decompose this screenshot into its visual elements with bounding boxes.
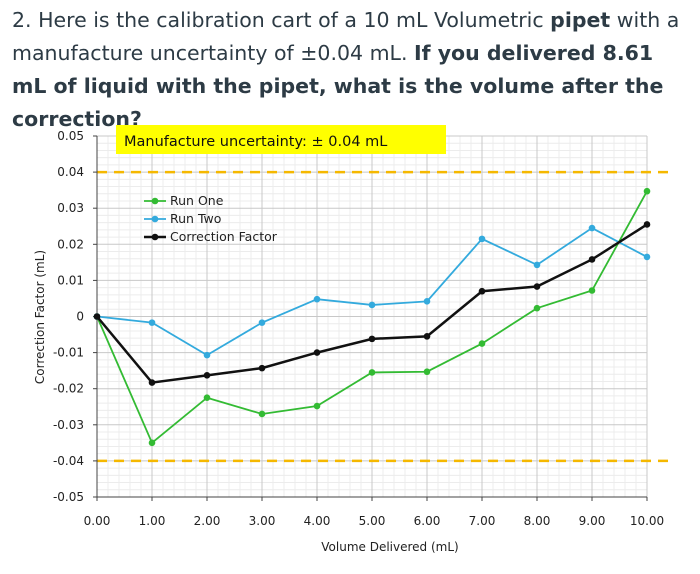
legend: Run One Run Two Correction Factor	[144, 193, 278, 244]
x-axis-label: Volume Delivered (mL)	[321, 540, 458, 554]
data-point	[533, 261, 541, 269]
annotation-text: Manufacture uncertainty: ± 0.04 mL	[124, 134, 387, 150]
uncertainty-lines	[97, 170, 675, 463]
legend-swatch-marker	[151, 215, 159, 223]
x-tick-label: 2.00	[194, 514, 221, 528]
data-point	[533, 283, 541, 290]
x-tick-label: 4.00	[304, 514, 331, 528]
data-point	[368, 335, 376, 343]
x-tick-label: 1.00	[139, 514, 166, 528]
y-tick-label: -0.03	[53, 418, 84, 432]
question-bold-prompt: If you delivered 8.61 mL of liquid with …	[12, 41, 664, 131]
series	[93, 187, 651, 447]
legend-entry: Run One	[170, 193, 224, 208]
data-point	[368, 369, 376, 376]
data-point	[643, 221, 651, 228]
data-point	[203, 351, 211, 359]
y-tick-label: -0.05	[53, 490, 84, 504]
data-point	[423, 368, 431, 376]
data-point	[258, 410, 266, 418]
data-point	[148, 319, 156, 326]
y-tick-label: -0.04	[53, 454, 84, 468]
data-point	[313, 402, 321, 410]
x-tick-label: 0.00	[84, 514, 111, 528]
data-point	[588, 287, 596, 294]
data-point	[203, 394, 211, 402]
data-point	[533, 304, 541, 312]
data-point	[313, 349, 321, 356]
data-point	[423, 298, 431, 305]
x-tick-label: 6.00	[414, 514, 441, 528]
y-tick-label: -0.02	[53, 382, 84, 396]
tick-labels: 0.00 1.00 2.00 3.00 4.00 5.00 6.00 7.00 8.00 9.00…	[53, 129, 664, 528]
data-point	[368, 301, 376, 309]
legend-swatch-marker	[151, 233, 159, 241]
uncertainty-annotation: Manufacture uncertainty: ± 0.04 mL	[116, 125, 446, 154]
data-point	[423, 333, 431, 340]
data-point	[93, 313, 101, 320]
y-tick-label: -0.01	[53, 346, 84, 360]
data-point	[478, 287, 486, 295]
data-point	[643, 187, 651, 195]
data-point	[148, 439, 156, 447]
data-point	[478, 340, 486, 347]
y-tick-label: 0	[76, 310, 84, 324]
major-gridlines	[96, 135, 648, 498]
data-point	[643, 253, 651, 261]
y-tick-label: 0.01	[57, 273, 84, 287]
question-part-2: with a manufacture uncertainty of ±0.04 …	[12, 8, 680, 65]
data-point	[588, 256, 596, 263]
data-point	[588, 224, 596, 232]
data-point	[203, 372, 211, 379]
data-point	[313, 295, 321, 303]
x-tick-label: 9.00	[579, 514, 606, 528]
y-axis-label: Correction Factor (mL)	[33, 250, 47, 384]
x-tick-label: 10.00	[630, 514, 664, 528]
legend-entry: Run Two	[170, 211, 221, 226]
data-point	[258, 319, 266, 326]
x-tick-label: 3.00	[249, 514, 276, 528]
data-point	[478, 235, 486, 243]
x-tick-label: 5.00	[359, 514, 386, 528]
question-part-1: 2. Here is the calibration cart of a 10 …	[12, 8, 551, 32]
question-text: 2. Here is the calibration cart of a 10 …	[12, 4, 692, 136]
legend-swatch-marker	[151, 197, 159, 205]
y-tick-label: 0.03	[57, 201, 84, 215]
question-bold-pipet: pipet	[550, 8, 611, 32]
annotation-box	[116, 125, 446, 154]
legend-entry: Correction Factor	[170, 229, 278, 244]
y-tick-label: 0.05	[57, 129, 84, 143]
y-tick-label: 0.04	[57, 165, 84, 179]
x-tick-label: 7.00	[469, 514, 496, 528]
data-point	[148, 379, 156, 386]
y-tick-label: 0.02	[57, 237, 84, 251]
x-tick-label: 8.00	[524, 514, 551, 528]
data-point	[258, 364, 266, 372]
